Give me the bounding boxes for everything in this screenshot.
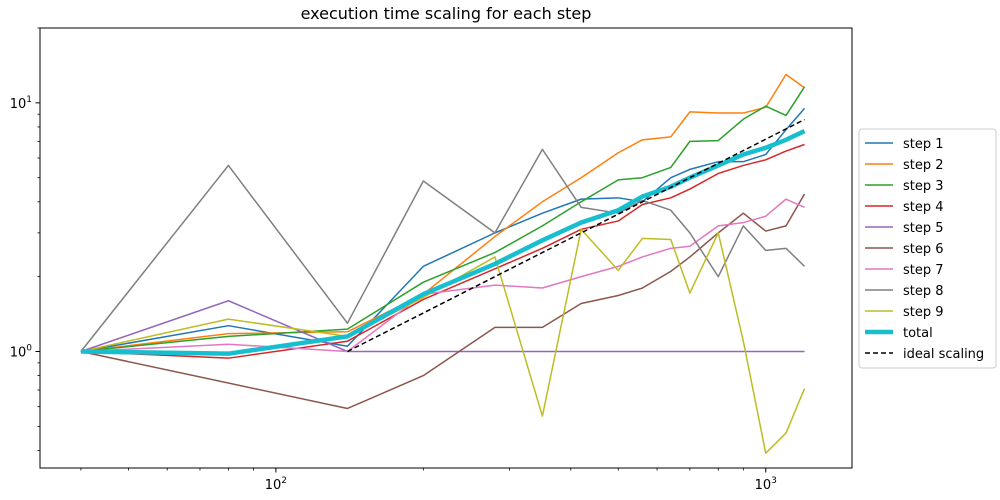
x-tick-label: 102 bbox=[265, 476, 287, 493]
legend-label: step 6 bbox=[903, 242, 944, 257]
legend-label: step 7 bbox=[903, 263, 944, 278]
legend-label: total bbox=[903, 326, 933, 341]
series-line-total bbox=[80, 129, 806, 356]
tick-layer: 102 103 100 101 bbox=[10, 27, 777, 493]
series-line-ideal-scaling bbox=[347, 118, 805, 353]
y-tick-label: 101 bbox=[10, 95, 32, 112]
series-line-step-3 bbox=[80, 86, 806, 353]
legend-label: step 9 bbox=[903, 305, 944, 320]
series-line-step-4 bbox=[80, 143, 805, 359]
legend-label: step 5 bbox=[903, 221, 944, 236]
series-line-step-2 bbox=[80, 73, 805, 353]
plot-frame bbox=[39, 27, 853, 469]
series-layer bbox=[80, 73, 806, 454]
legend-label: step 3 bbox=[903, 179, 944, 194]
series-line-step-5 bbox=[80, 300, 805, 353]
legend: step 1 step 2 step 3 step 4 step 5 step 6 step… bbox=[858, 128, 997, 369]
series-line-step-1 bbox=[80, 107, 806, 353]
series-line-step-8 bbox=[80, 148, 806, 352]
legend-label: step 4 bbox=[903, 200, 944, 215]
legend-label: step 2 bbox=[903, 158, 944, 173]
series-line-step-6 bbox=[80, 193, 806, 410]
series-line-step-9 bbox=[80, 228, 806, 454]
series-line-step-7 bbox=[80, 198, 805, 353]
x-tick-label: 103 bbox=[755, 476, 777, 493]
legend-box bbox=[858, 128, 997, 369]
y-tick-label: 100 bbox=[10, 344, 33, 361]
chart-title: execution time scaling for each step bbox=[301, 4, 592, 23]
legend-label: step 8 bbox=[903, 284, 944, 299]
legend-label: ideal scaling bbox=[903, 347, 984, 362]
legend-label: step 1 bbox=[903, 137, 944, 152]
